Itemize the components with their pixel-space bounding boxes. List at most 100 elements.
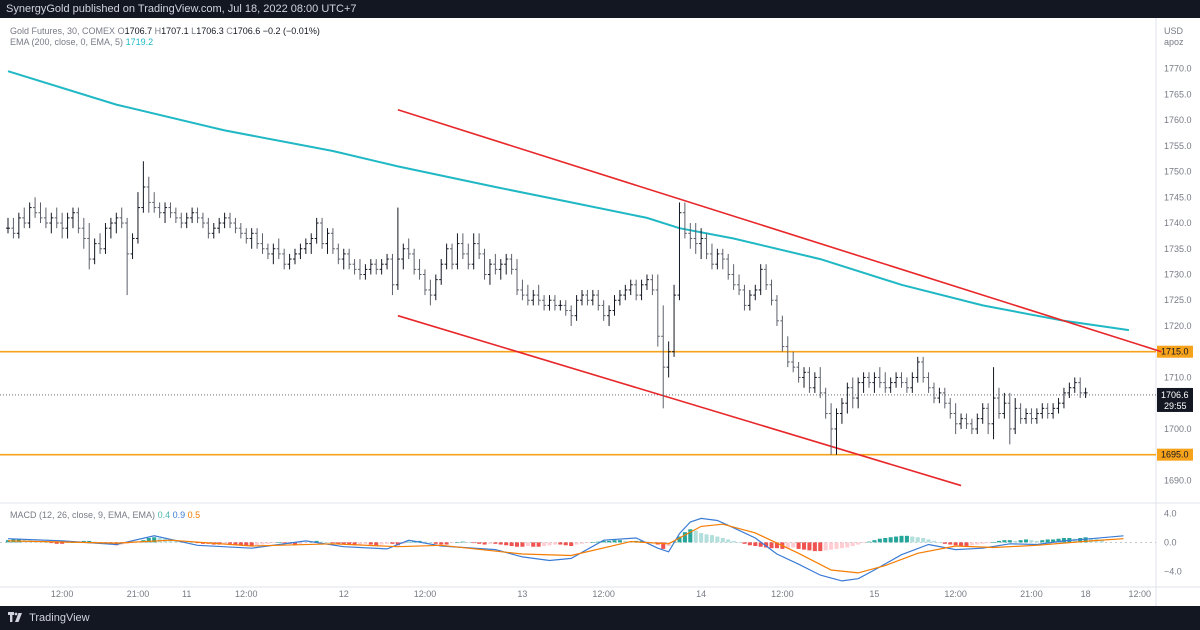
ohlc-bar: [233, 217, 238, 234]
ohlc-bar: [991, 367, 996, 440]
macd-histogram-bar: [455, 542, 460, 543]
macd-histogram-bar: [466, 542, 471, 543]
ohlc-bar: [282, 248, 287, 270]
macd-histogram-bar: [439, 542, 444, 545]
macd-histogram-bar: [363, 542, 368, 544]
ohlc-bar: [179, 212, 184, 229]
macd-histogram-bar: [899, 535, 904, 543]
ohlc-bar: [650, 274, 655, 296]
macd-histogram-bar: [498, 542, 503, 545]
macd-tick-label: 4.0: [1164, 508, 1177, 518]
time-tick-label: 13: [517, 589, 527, 599]
macd-histogram-bar: [1061, 538, 1066, 543]
macd-histogram-bar: [991, 542, 996, 543]
macd-histogram-bar: [65, 542, 70, 544]
macd-histogram-bar: [222, 542, 227, 544]
price-tick-label: 1725.0: [1164, 295, 1192, 305]
macd-histogram-bar: [450, 542, 455, 544]
ohlc-bar: [769, 279, 774, 306]
low-label: L: [191, 26, 197, 36]
macd-histogram-bar: [276, 542, 281, 543]
chart-canvas[interactable]: 1690.01695.01700.01705.01710.01715.01720…: [0, 18, 1200, 606]
ohlc-bar: [758, 264, 763, 296]
ohlc-bar: [634, 279, 639, 301]
ohlc-bar: [785, 336, 790, 368]
price-tick-label: 1760.0: [1164, 115, 1192, 125]
ohlc-bar: [747, 289, 752, 311]
macd-histogram-bar: [801, 542, 807, 550]
ohlc-bar: [531, 289, 536, 306]
macd-histogram-bar: [395, 542, 400, 546]
ohlc-bar: [585, 289, 590, 306]
ohlc-bar: [1040, 403, 1045, 419]
macd-histogram-bar: [1088, 538, 1094, 543]
channel-lower-line: [397, 314, 962, 487]
macd-histogram-bar: [969, 542, 974, 546]
ohlc-bar: [168, 202, 173, 218]
ohlc-bar: [504, 253, 509, 275]
ohlc-bar: [910, 372, 915, 393]
ohlc-bar: [6, 217, 10, 234]
macd-histogram-bar: [81, 540, 86, 543]
ohlc-bar: [839, 398, 844, 424]
macd-histogram-bar: [336, 542, 341, 544]
ohlc-bar: [877, 367, 882, 388]
ohlc-bar: [433, 274, 438, 301]
macd-histogram-bar: [1078, 538, 1083, 543]
ohlc-bar: [764, 264, 769, 290]
macd-histogram-bar: [1018, 540, 1023, 543]
macd-hist-value: 0.4: [157, 510, 171, 520]
macd-histogram-bar: [715, 536, 720, 543]
macd-histogram-bar: [764, 542, 769, 548]
ohlc-bar: [737, 274, 742, 296]
ohlc-bar: [590, 289, 595, 306]
macd-histogram-bar: [699, 532, 704, 543]
ohlc-bar: [303, 238, 308, 254]
ohlc-bar: [515, 259, 520, 296]
open-label: O: [117, 26, 125, 36]
ohlc-bar: [135, 192, 140, 244]
price-tick-label: 1710.0: [1164, 372, 1192, 382]
ohlc-bar: [975, 413, 980, 435]
ohlc-bar: [937, 387, 942, 404]
macd-histogram-bar: [823, 542, 828, 551]
ohlc-bar: [341, 248, 346, 270]
ohlc-bar: [542, 295, 547, 311]
ohlc-bar: [309, 233, 314, 254]
macd-histogram-bar: [92, 541, 97, 543]
macd-histogram-bar: [877, 538, 882, 543]
ohlc-bar: [298, 243, 303, 260]
macd-histogram-bar: [774, 542, 779, 549]
symbol-label: Gold Futures, 30, COMEX: [10, 26, 116, 36]
channel-upper-line: [397, 109, 1162, 353]
macd-histogram-bar: [812, 542, 817, 552]
macd-histogram-bar: [531, 542, 536, 547]
low-value: 1706.3: [196, 26, 224, 36]
ohlc-bar: [682, 202, 687, 239]
ohlc-bar: [780, 315, 785, 352]
macd-histogram-bar: [883, 538, 888, 543]
macd-histogram-bar: [574, 542, 579, 545]
ohlc-bar: [525, 284, 530, 306]
level-price-tag: [1157, 448, 1193, 461]
ohlc-bar: [217, 217, 222, 234]
macd-line-value: 0.9: [172, 510, 186, 520]
macd-histogram-bar: [888, 537, 893, 543]
ohlc-bar: [1002, 392, 1007, 419]
close-label: C: [226, 26, 233, 36]
macd-histogram-bar: [444, 542, 449, 545]
ohlc-bar: [699, 228, 704, 260]
ohlc-bar: [222, 212, 227, 229]
ohlc-bar: [574, 295, 579, 321]
macd-histogram-bar: [460, 541, 465, 543]
ohlc-bar: [336, 243, 341, 265]
macd-histogram-bar: [975, 542, 980, 545]
ohlc-bar: [347, 248, 352, 270]
macd-histogram-bar: [1024, 539, 1029, 543]
high-label: H: [154, 26, 162, 36]
price-legend: Gold Futures, 30, COMEX O1706.7 H1707.1 …: [10, 26, 320, 37]
ohlc-bar: [16, 212, 21, 239]
macd-histogram-bar: [731, 540, 736, 543]
ohlc-bar: [688, 223, 693, 249]
ohlc-bar: [704, 233, 709, 260]
